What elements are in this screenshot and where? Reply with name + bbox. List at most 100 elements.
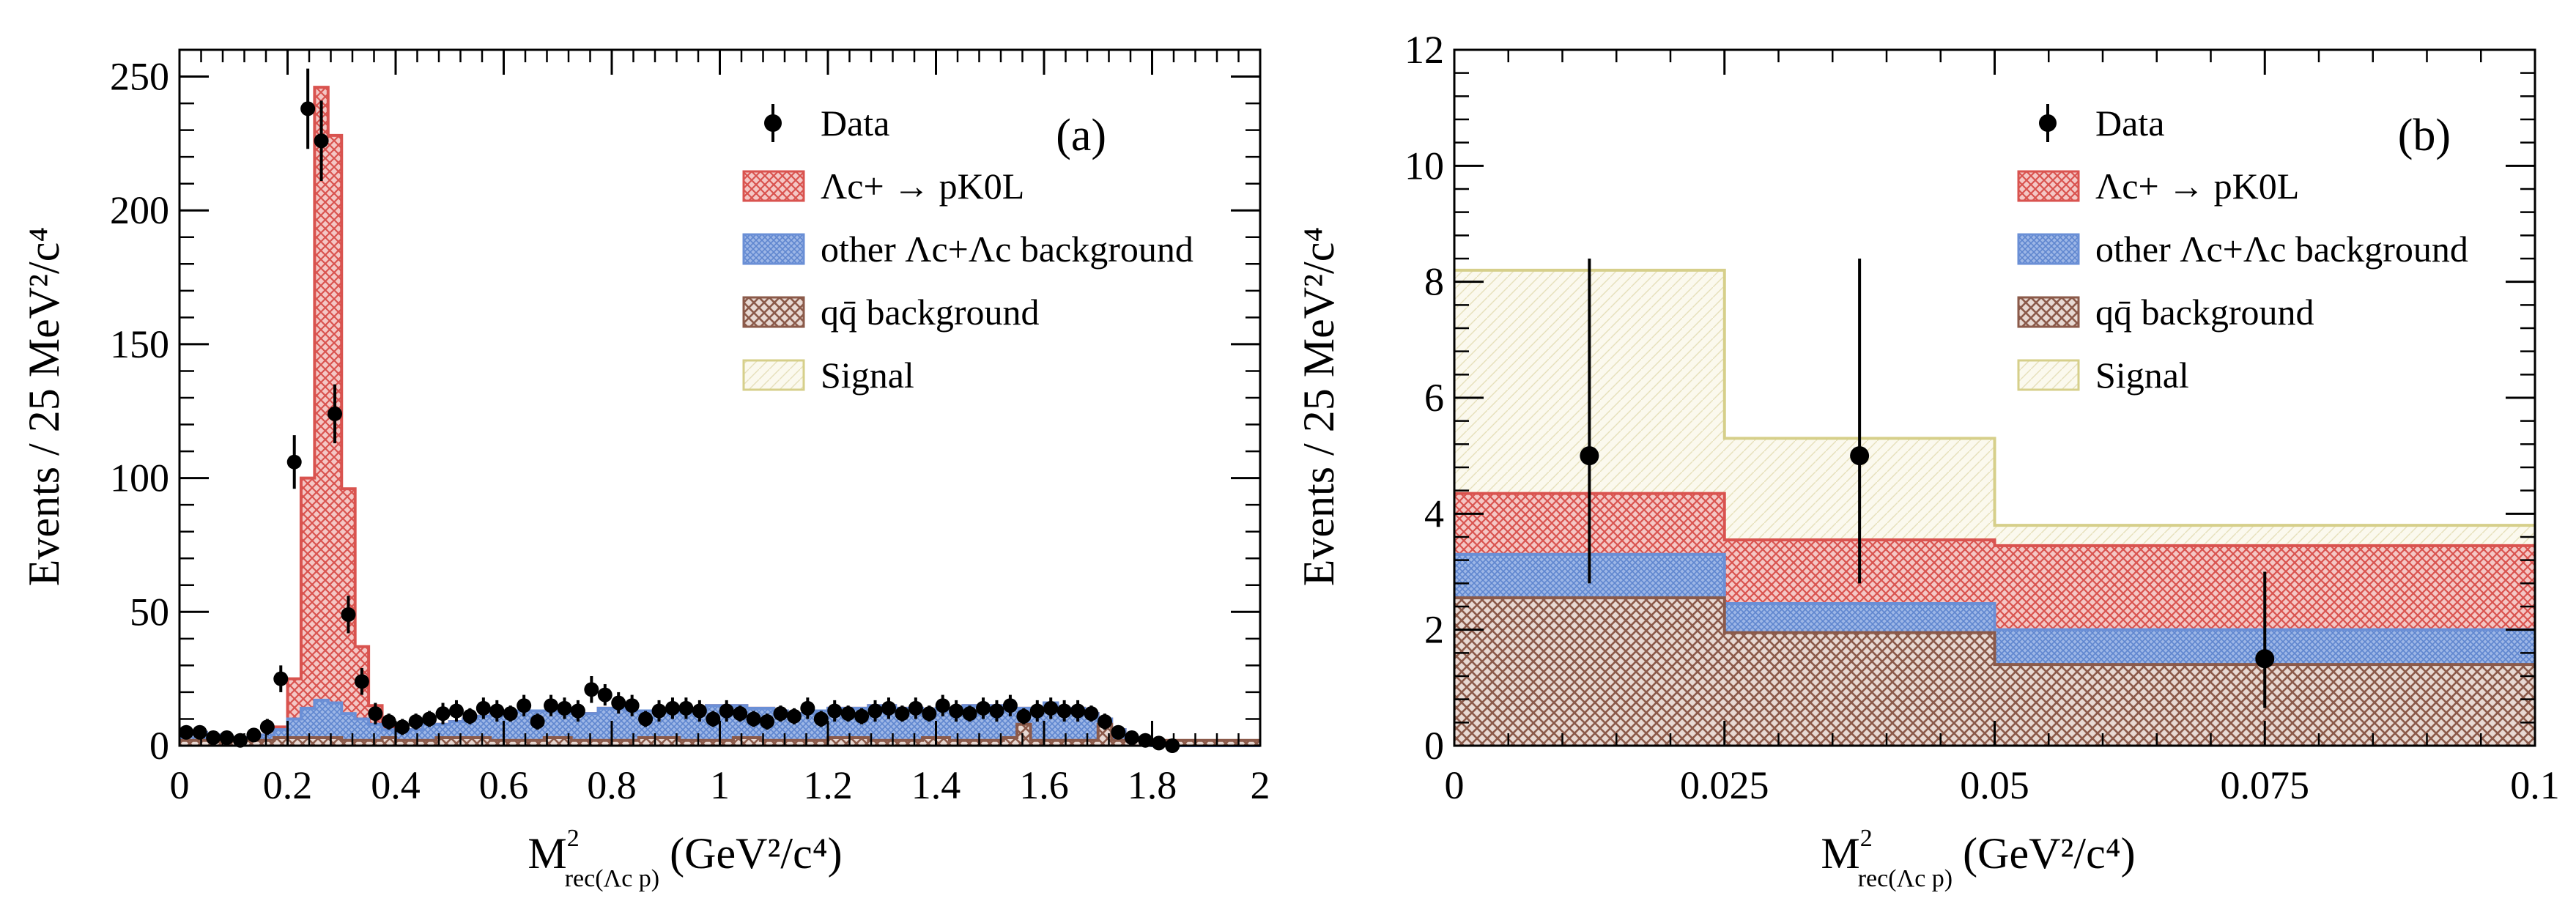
panel-a-data-marker (192, 724, 207, 740)
panel-a-data-point (530, 713, 545, 730)
panel-a-data-marker (368, 706, 383, 722)
panel-a-ytick-label: 150 (110, 322, 169, 366)
panel-a-xtick-label: 1 (710, 763, 730, 807)
panel-a-data-marker (854, 708, 870, 724)
panel-a-data-marker (1084, 706, 1099, 722)
panel-a-data-marker (678, 700, 694, 716)
panel-a-xtick-label: 1.2 (803, 763, 853, 807)
panel-a-data-point (867, 700, 883, 722)
panel-a-xtick-label: 0 (170, 763, 190, 807)
panel-a-data-marker (638, 711, 654, 727)
panel-a-data-point (1138, 733, 1153, 748)
panel-b-ytick-label: 6 (1424, 376, 1444, 420)
panel-a-label: (a) (1056, 111, 1106, 160)
panel-a-data-point (678, 697, 694, 719)
panel-a-legend-entry: Λc+ → pK0L (742, 166, 1024, 207)
panel-b-other-bkg-outline (1454, 552, 2535, 631)
panel-b-legend-label: Signal (2095, 355, 2189, 396)
panel-a-data-marker (1124, 730, 1139, 746)
panel-a-data-marker (544, 698, 559, 713)
panel-a-legend-entry: Data (764, 103, 889, 144)
panel-b-label: (b) (2398, 111, 2451, 160)
panel-b-data-marker (1580, 446, 1599, 466)
panel-b-legend-data-marker (2039, 114, 2057, 132)
panel-b-xlabel-sub: rec(Λc p) (1858, 865, 1953, 892)
panel-a-data-point (854, 708, 870, 724)
panel-a-data-marker (179, 724, 194, 740)
panel-b-data-point (1850, 259, 1870, 584)
panel-a-data-point (760, 713, 775, 730)
panel-b-ytick-label: 2 (1424, 608, 1444, 652)
panel-a-data-point (395, 719, 410, 735)
panel-a-data-point (1002, 694, 1018, 716)
panel-a-data-marker (962, 706, 977, 722)
panel-a-data-point (638, 711, 654, 727)
panel-b-xlabel: M2 rec(Λc p) (GeV²/c⁴) (1821, 825, 2135, 892)
panel-a-data-point (800, 697, 815, 719)
panel-a-data-marker (462, 708, 478, 724)
panel-a-data-point (813, 711, 829, 727)
panel-a-data-point (584, 676, 599, 703)
panel-a-xtick-label: 1.4 (911, 763, 961, 807)
panel-b-xlabel-m: M (1821, 829, 1859, 878)
panel-a-data-point (1043, 697, 1059, 719)
panel-b-xlabel-units: (GeV²/c⁴) (1963, 829, 2135, 878)
panel-a-legend-data-marker (764, 114, 782, 132)
panel-a-xlabel-sup: 2 (567, 825, 580, 852)
panel-a-data-point (746, 711, 761, 727)
panel-a-data-point (503, 705, 518, 722)
panel-a-ytick-label: 100 (110, 456, 169, 500)
panel-a-data-marker (908, 700, 923, 716)
panel-a-legend-entry: qq̄ background (742, 292, 1040, 333)
panel-a-data-marker (1138, 733, 1153, 748)
panel-a-ytick-label: 200 (110, 188, 169, 232)
panel-a-data-point (422, 711, 437, 727)
panel-a-data-marker (706, 711, 721, 727)
panel-a-data-point (949, 700, 964, 722)
panel-b-legend-label: Data (2095, 103, 2164, 144)
panel-a-data-marker (976, 700, 991, 716)
panel-a-data-point (1124, 730, 1139, 746)
panel-a-data-point (489, 700, 505, 722)
panel-a-data-marker (895, 706, 910, 722)
panel-a-data-point (1029, 700, 1045, 722)
panel-a-data-point (665, 697, 680, 719)
panel-b-xtick-label: 0 (1445, 763, 1465, 807)
panel-a-data-marker (989, 703, 1004, 719)
panel-a-xtick-label: 0.4 (371, 763, 421, 807)
panel-a-data-marker (624, 698, 640, 713)
panel-a-data-marker (733, 706, 748, 722)
panel-a-data-point (192, 724, 207, 740)
panel-a-data-marker (611, 695, 626, 711)
panel-a-xlabel-sub: rec(Λc p) (565, 865, 659, 892)
panel-a-xtick-label: 1.6 (1019, 763, 1069, 807)
panel-a-data-marker (773, 706, 788, 722)
panel-a-legend-swatch-other-bkg (742, 233, 805, 265)
panel-a: 0 0.2 0.4 0.6 0.8 1 1.2 1.4 1.6 1.8 2 0 50 100 150 200 2… (20, 48, 1270, 892)
panel-a-data-marker (314, 133, 329, 149)
panel-a-data-marker (922, 706, 937, 722)
panel-a-ytick-label: 250 (110, 55, 169, 99)
panel-a-data-point (259, 719, 275, 735)
panel-a-data-point (286, 435, 302, 489)
panel-b-data-marker (2255, 649, 2275, 669)
panel-b-qq-bkg-fill (1454, 598, 2535, 746)
panel-a-data-point (624, 694, 640, 716)
panel-b-qq-bkg-outline (1454, 596, 2535, 667)
panel-a-data-marker (1016, 708, 1032, 724)
panel-a-data-point (1165, 738, 1180, 753)
panel-a-data-marker (1029, 703, 1045, 719)
panel-a-data-marker (651, 703, 667, 719)
panel-a-data-point (219, 730, 234, 746)
panel-a-data-marker (395, 719, 410, 735)
panel-b-xtick-label: 0.025 (1680, 763, 1769, 807)
panel-a-data-point (733, 705, 748, 722)
panel-a-data-point (206, 730, 221, 746)
panel-a-legend-label: qq̄ background (821, 292, 1040, 333)
panel-a-data-point (895, 705, 910, 722)
panel-a-data-marker (341, 607, 356, 622)
panel-a-data-point (314, 100, 329, 182)
panel-b-legend-entry: Λc+ → pK0L (2017, 166, 2299, 207)
panel-a-data-marker (881, 700, 896, 716)
